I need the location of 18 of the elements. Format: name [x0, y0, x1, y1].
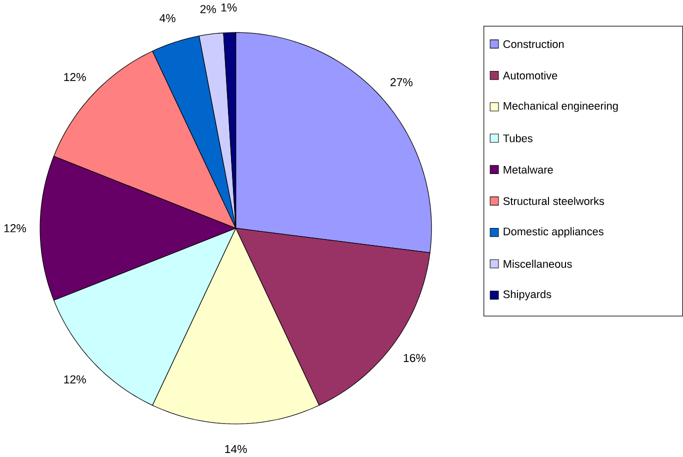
data-label: 16% [404, 354, 426, 362]
data-label: 14% [225, 445, 247, 454]
data-label: 4% [160, 14, 176, 22]
data-label: 1% [221, 4, 237, 12]
legend-label: Shipyards [503, 290, 552, 301]
data-label: 27% [390, 78, 412, 86]
legend-label: Structural steelworks [503, 197, 604, 206]
data-label: 12% [64, 376, 86, 384]
legend-label: Miscellaneous [504, 260, 572, 268]
data-label: 12% [64, 73, 86, 82]
legend-label: Mechanical engineering [504, 102, 618, 112]
data-label: 12% [4, 224, 26, 232]
legend-label: Construction [503, 40, 564, 48]
legend-label: Automotive [502, 72, 558, 80]
legend-label: Tubes [503, 134, 532, 142]
legend-label: Metalware [504, 166, 553, 174]
data-label: 2% [200, 5, 216, 14]
legend-label: Domestic appliances [504, 228, 604, 238]
